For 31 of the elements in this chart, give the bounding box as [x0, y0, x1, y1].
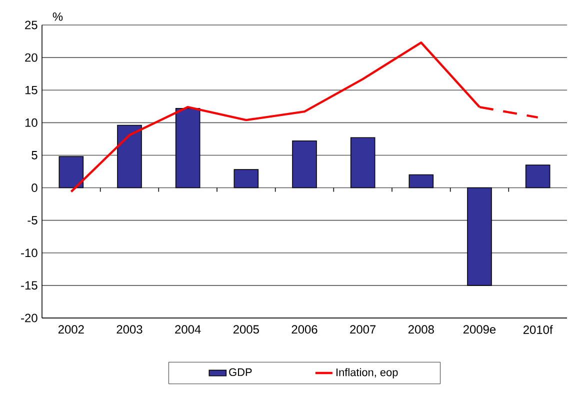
x-tick-label: 2006	[292, 325, 318, 334]
x-tick-label: 2010f	[523, 325, 553, 334]
legend-label: Inflation, eop	[336, 368, 398, 378]
y-tick-label: -10	[21, 248, 38, 258]
bar	[58, 156, 84, 188]
y-tick-label: 10	[25, 118, 38, 127]
x-tick-label: 2009e	[463, 325, 496, 334]
bar	[525, 164, 550, 188]
legend-label: GDP	[229, 368, 252, 376]
bar	[292, 140, 317, 188]
y-tick-label: -15	[21, 281, 38, 290]
bar	[408, 174, 434, 188]
x-tick-label: 2007	[350, 325, 376, 334]
y-axis-title: %	[52, 12, 63, 21]
bar	[350, 137, 376, 188]
x-tick-label: 2005	[233, 325, 259, 334]
x-tick-label: 2008	[408, 325, 434, 334]
bar	[175, 108, 200, 188]
y-tick-label: -5	[28, 216, 38, 224]
y-tick-label: 20	[25, 53, 38, 62]
x-tick-label: 2004	[175, 325, 201, 334]
x-tick-label: 2003	[116, 325, 142, 334]
bar	[467, 187, 492, 286]
bar	[117, 124, 142, 188]
y-tick-label: 5	[32, 151, 38, 160]
x-tick-label: 2002	[58, 325, 84, 334]
y-tick-label: -20	[21, 314, 38, 322]
y-tick-label: 0	[32, 184, 38, 192]
y-tick-label: 25	[25, 20, 38, 30]
bar	[234, 169, 259, 188]
y-tick-label: 15	[25, 86, 38, 94]
